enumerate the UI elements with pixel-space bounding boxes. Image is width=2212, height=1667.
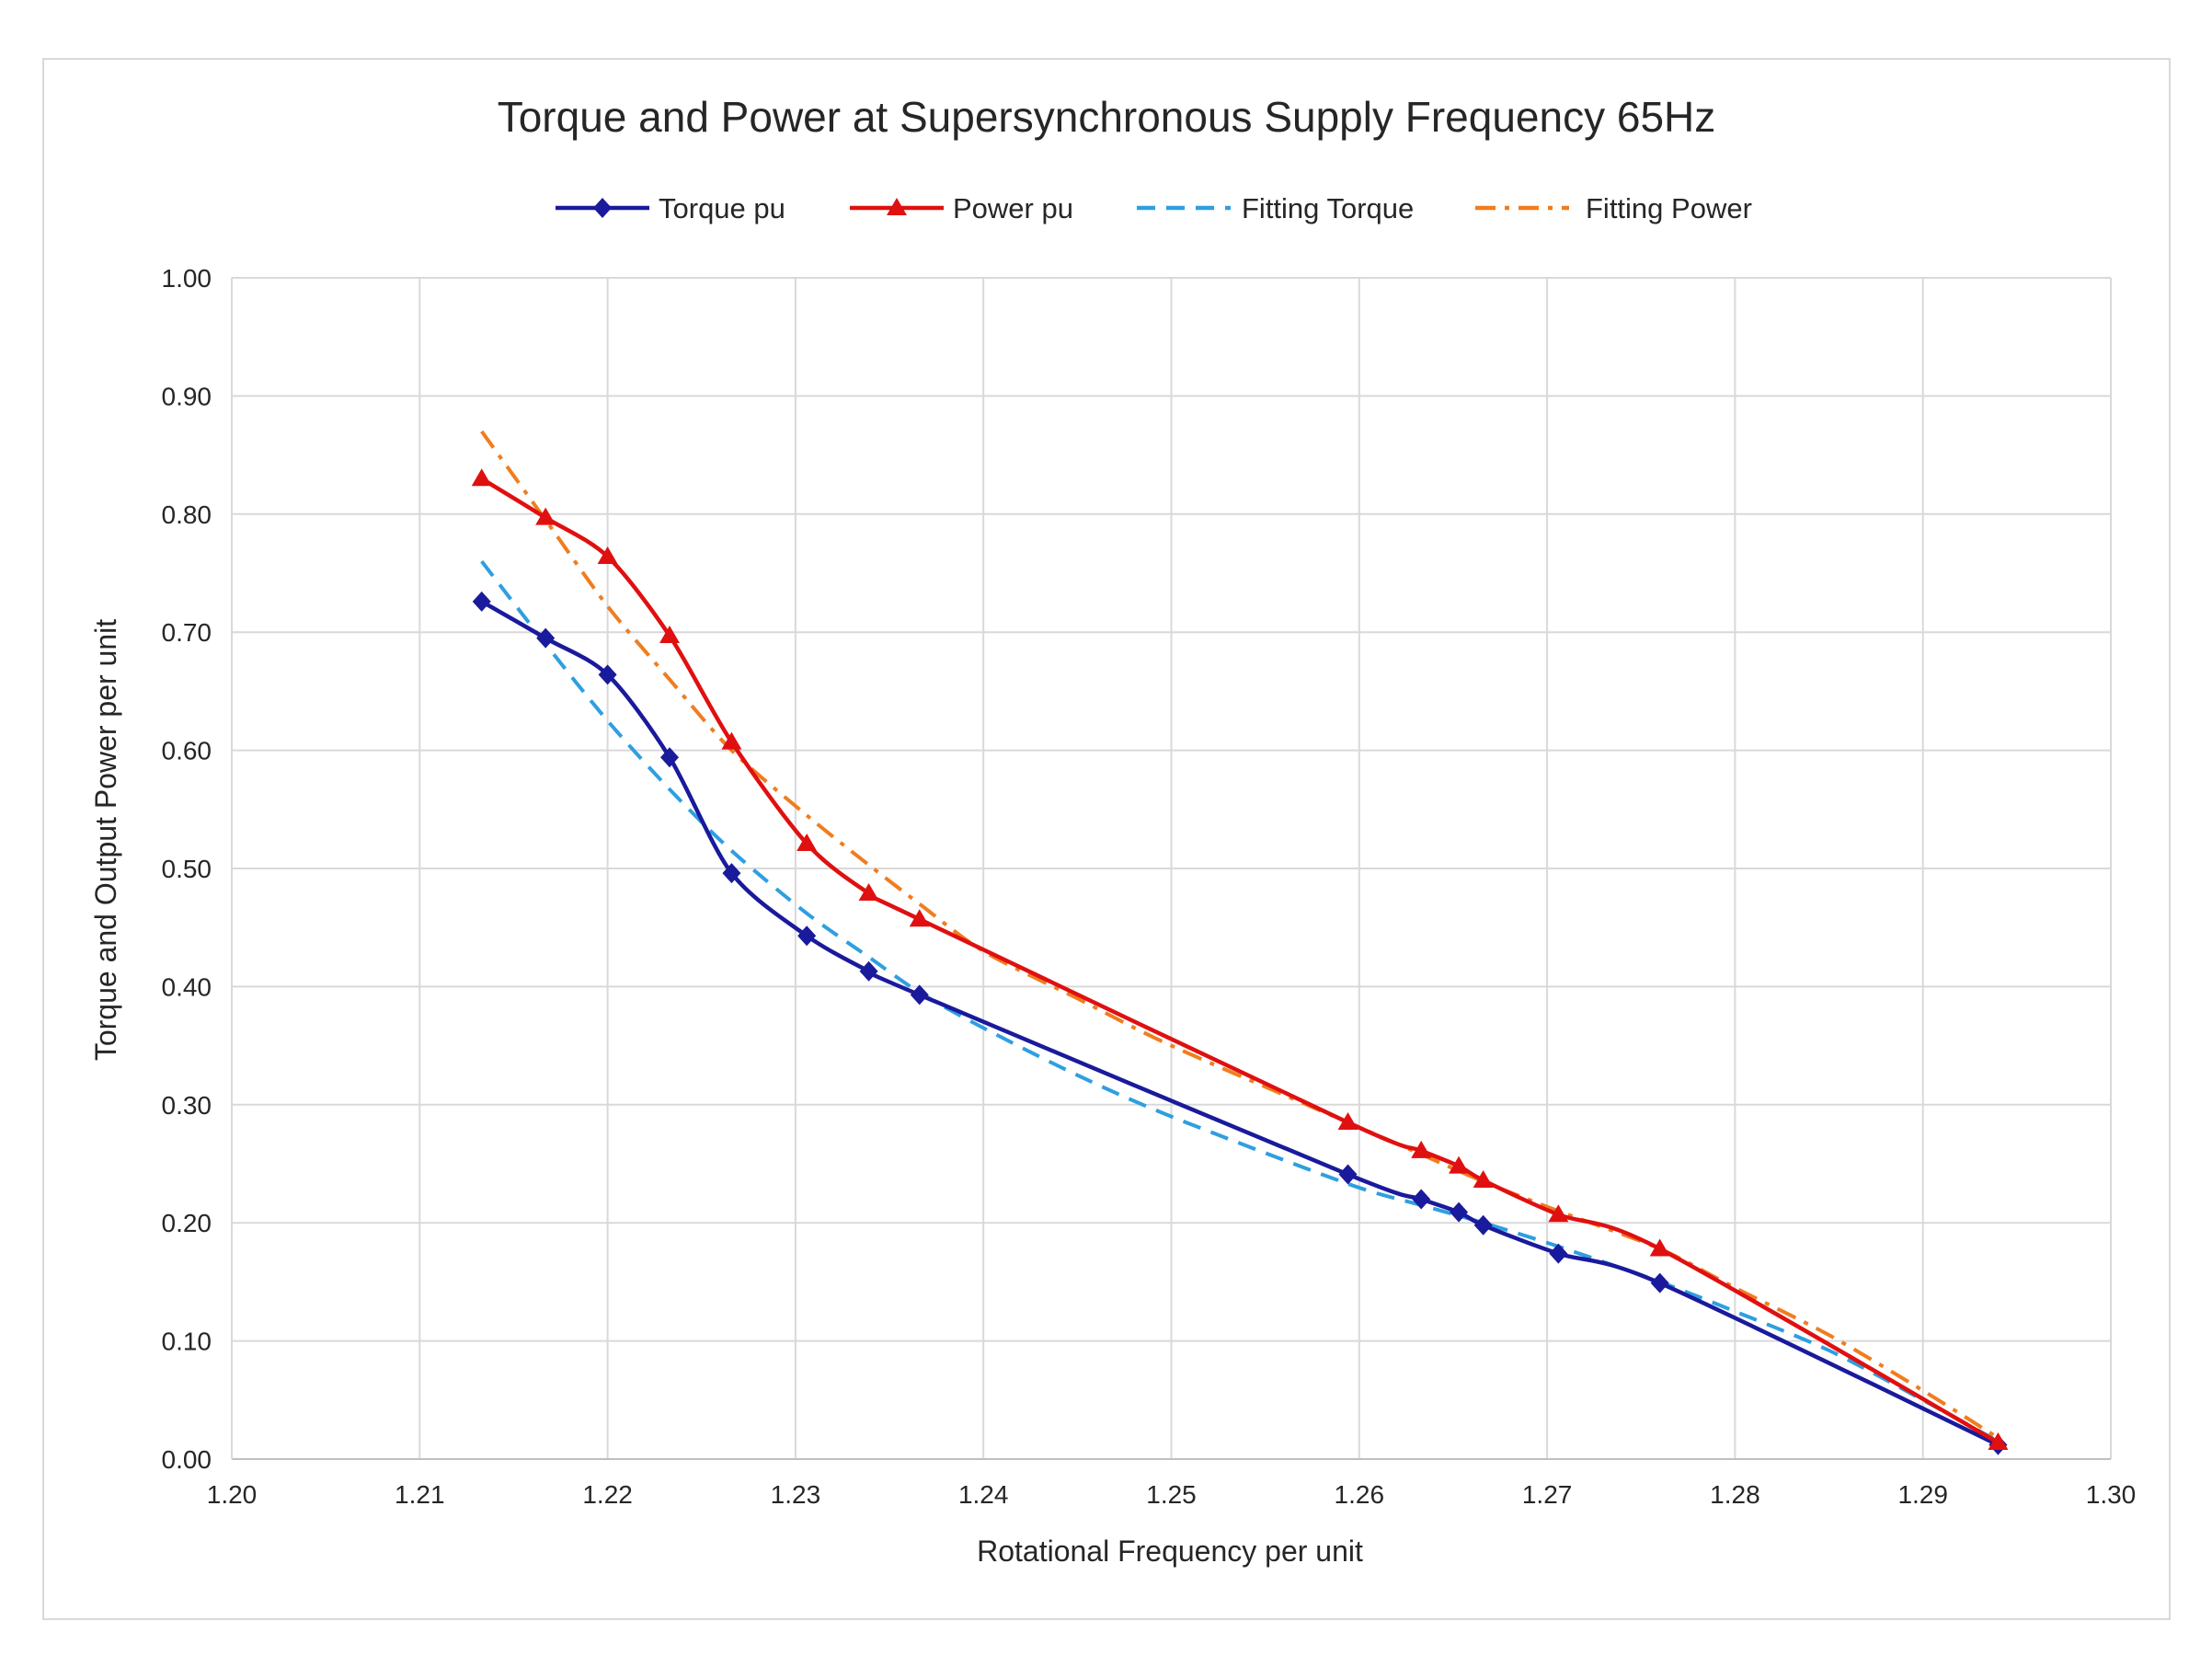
torque-point — [797, 925, 817, 947]
torque-point — [722, 863, 741, 884]
x-tick-label: 1.20 — [207, 1480, 258, 1509]
series-line-torque-pu — [480, 599, 2000, 1447]
power-point — [535, 507, 556, 525]
y-tick-label: 0.70 — [162, 618, 212, 647]
legend: Torque pu Power pu Fitting Torque Fitting P… — [556, 192, 1752, 224]
tick-labels: 1.20 1.21 1.22 1.23 1.24 1.25 1.26 1.27 1.28 1.29… — [162, 264, 2137, 1509]
torque-point — [1650, 1272, 1669, 1293]
power-point — [1649, 1238, 1670, 1257]
y-tick-label: 0.40 — [162, 972, 212, 1001]
power-point — [659, 626, 681, 644]
power-point — [797, 834, 818, 852]
legend-triangle-marker — [887, 198, 907, 215]
y-tick-label: 0.60 — [162, 737, 212, 765]
legend-label: Torque pu — [659, 192, 785, 224]
chart-title: Torque and Power at Supersynchronous Sup… — [498, 93, 1716, 141]
series-line-power-pu — [480, 477, 2000, 1444]
legend-item-power-pu: Power pu — [850, 192, 1073, 224]
torque-point — [1473, 1214, 1493, 1236]
y-tick-label: 0.50 — [162, 855, 212, 883]
x-axis-title: Rotational Frequency per unit — [977, 1535, 1363, 1568]
x-tick-label: 1.26 — [1335, 1480, 1385, 1509]
legend-item-fitting-power: Fitting Power — [1475, 192, 1752, 224]
y-axis-title: Torque and Output Power per unit — [89, 619, 122, 1061]
x-tick-label: 1.24 — [958, 1480, 1009, 1509]
power-point — [1411, 1140, 1432, 1158]
y-tick-label: 0.20 — [162, 1209, 212, 1237]
series-layer — [471, 430, 2009, 1455]
torque-point — [598, 664, 617, 685]
x-tick-label: 1.21 — [395, 1480, 445, 1509]
power-point — [858, 882, 879, 901]
chart-frame: Torque and Power at Supersynchronous Sup… — [42, 58, 2171, 1620]
torque-point — [1549, 1243, 1568, 1264]
y-tick-label: 0.30 — [162, 1091, 212, 1120]
torque-point — [1450, 1201, 1469, 1223]
power-point — [1548, 1204, 1569, 1223]
series-line-fitting-power — [480, 430, 2000, 1440]
power-point — [909, 909, 930, 927]
power-point — [1988, 1432, 2009, 1451]
axes — [231, 278, 2111, 1460]
legend-label: Power pu — [953, 192, 1073, 224]
y-tick-label: 1.00 — [162, 264, 212, 293]
torque-point — [472, 591, 491, 612]
power-point — [1449, 1155, 1470, 1174]
power-point — [597, 546, 618, 565]
x-tick-label: 1.29 — [1897, 1480, 1948, 1509]
x-tick-label: 1.22 — [582, 1480, 633, 1509]
power-point — [721, 731, 742, 750]
series-line-fitting-torque — [480, 559, 2000, 1443]
power-point — [471, 468, 492, 487]
grid-lines — [232, 277, 2112, 1459]
torque-point — [1338, 1164, 1358, 1185]
power-point — [1337, 1112, 1358, 1131]
torque-point — [910, 984, 929, 1006]
x-tick-label: 1.30 — [2086, 1480, 2137, 1509]
torque-point — [1412, 1189, 1431, 1210]
y-tick-label: 0.10 — [162, 1328, 212, 1356]
y-tick-label: 0.80 — [162, 500, 212, 529]
torque-point — [859, 960, 878, 982]
y-tick-label: 0.90 — [162, 382, 212, 410]
x-tick-label: 1.28 — [1710, 1480, 1760, 1509]
torque-point — [660, 747, 680, 768]
legend-item-torque-pu: Torque pu — [556, 192, 785, 224]
x-tick-label: 1.25 — [1146, 1480, 1197, 1509]
legend-label: Fitting Power — [1586, 192, 1752, 224]
x-tick-label: 1.27 — [1522, 1480, 1573, 1509]
legend-diamond-marker — [593, 198, 612, 218]
power-point — [1473, 1169, 1494, 1188]
chart-svg: Torque and Power at Supersynchronous Sup… — [89, 93, 2137, 1568]
x-tick-label: 1.23 — [771, 1480, 821, 1509]
y-tick-label: 0.00 — [162, 1445, 212, 1474]
legend-item-fitting-torque: Fitting Torque — [1137, 192, 1414, 224]
legend-label: Fitting Torque — [1242, 192, 1414, 224]
torque-point — [536, 627, 556, 649]
